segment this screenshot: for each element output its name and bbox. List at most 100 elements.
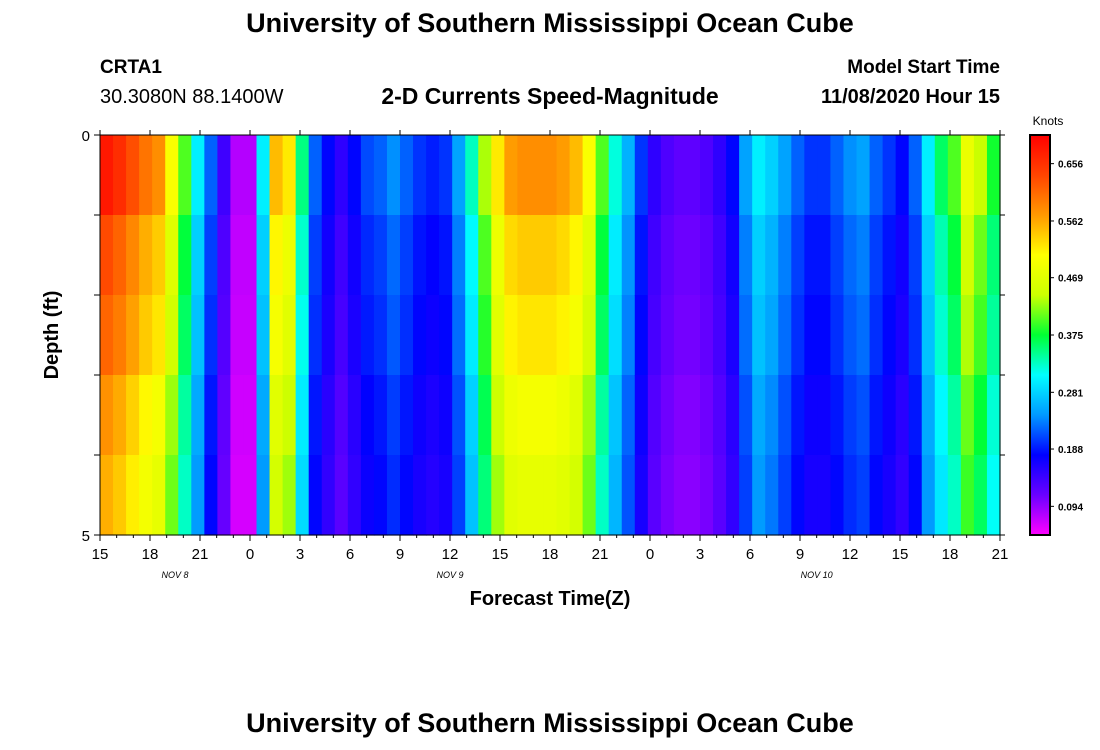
heatmap-cell [321, 135, 336, 216]
heatmap-cell [765, 295, 779, 376]
heatmap-cell [373, 135, 388, 216]
heatmap-cell [465, 215, 479, 296]
colorbar-tick-label: 0.281 [1058, 388, 1083, 399]
heatmap-cell [139, 375, 153, 456]
heatmap-cell [582, 135, 597, 216]
heatmap-cell [334, 135, 349, 216]
heatmap-cell [217, 215, 232, 296]
heatmap-cell [634, 215, 649, 296]
heatmap-cell [243, 455, 258, 536]
heatmap-cell [269, 295, 284, 376]
heatmap-cell [621, 295, 636, 376]
heatmap-cell [360, 215, 375, 296]
heatmap-cell [295, 295, 310, 376]
heatmap-cell [139, 295, 153, 376]
heatmap-cell [830, 135, 845, 216]
heatmap-cell [126, 455, 140, 536]
heatmap-cell [973, 455, 988, 536]
heatmap-cell [804, 295, 818, 376]
heatmap-cell [830, 375, 845, 456]
colorbar: 0.656 0.562 0.469 0.375 0.281 0.188 0.094 [1029, 134, 1083, 536]
heatmap-cell [230, 295, 245, 376]
colorbar-tick-label: 0.375 [1058, 331, 1083, 342]
heatmap-cell [243, 375, 258, 456]
heatmap-cell [100, 295, 114, 376]
heatmap-cell [530, 295, 545, 376]
station-coordinates: 30.3080N 88.1400W [100, 86, 284, 108]
heatmap-cell [647, 375, 662, 456]
heatmap-cell [569, 215, 584, 296]
heatmap-cell [686, 215, 701, 296]
heatmap-cell [595, 135, 610, 216]
heatmap-cell [582, 215, 597, 296]
heatmap-cell [139, 135, 153, 216]
heatmap-cell [739, 135, 753, 216]
heatmap-cell [895, 295, 910, 376]
x-tick-label: 15 [492, 546, 509, 563]
heatmap-cell [973, 375, 988, 456]
heatmap-cell [960, 375, 975, 456]
heatmap-cell [686, 375, 701, 456]
heatmap-cell [739, 215, 753, 296]
heatmap-cell [934, 455, 949, 536]
heatmap-cell [726, 375, 740, 456]
heatmap-cell [217, 295, 232, 376]
heatmap-cell [465, 135, 479, 216]
x-tick-label: 6 [746, 546, 754, 563]
heatmap-cells [100, 135, 1001, 536]
heatmap-cell [543, 215, 558, 296]
heatmap-cell [660, 375, 675, 456]
heatmap-cell [595, 375, 610, 456]
heatmap-cell [386, 455, 401, 536]
heatmap-cell [426, 455, 440, 536]
heatmap-cell [373, 215, 388, 296]
colorbar-tick-label: 0.562 [1058, 217, 1083, 228]
heatmap-cell [752, 455, 766, 536]
heatmap-cell [243, 135, 258, 216]
heatmap-cell [908, 455, 923, 536]
heatmap-cell [882, 215, 897, 296]
heatmap-cell [217, 455, 232, 536]
heatmap-cell [386, 215, 401, 296]
heatmap-cell [752, 375, 766, 456]
heatmap-cell [152, 375, 166, 456]
heatmap-cell [556, 135, 571, 216]
heatmap-cell [295, 455, 310, 536]
x-tick-label: 0 [246, 546, 254, 563]
heatmap-cell [647, 455, 662, 536]
x-tick-label: 18 [542, 546, 559, 563]
heatmap-cell [334, 455, 349, 536]
heatmap-cell [986, 375, 1001, 456]
heatmap-cell [504, 295, 518, 376]
heatmap-cell [556, 215, 571, 296]
heatmap-cell [986, 215, 1001, 296]
heatmap-cell [543, 135, 558, 216]
heatmap-cell [830, 295, 845, 376]
heatmap-cell [713, 375, 727, 456]
x-tick-label: 6 [346, 546, 354, 563]
heatmap-cell [569, 295, 584, 376]
heatmap-cell [569, 375, 584, 456]
heatmap-cell [634, 295, 649, 376]
heatmap-cell [543, 455, 558, 536]
heatmap-cell [647, 215, 662, 296]
heatmap-cell [347, 295, 362, 376]
heatmap-cell [582, 295, 597, 376]
heatmap-cell [869, 135, 884, 216]
heatmap-cell [817, 295, 832, 376]
heatmap-cell [191, 455, 205, 536]
heatmap-cell [295, 215, 310, 296]
heatmap-cell [856, 375, 871, 456]
heatmap-cell [921, 455, 936, 536]
heatmap-cell [426, 135, 440, 216]
heatmap-cell [634, 455, 649, 536]
heatmap-cell [986, 135, 1001, 216]
heatmap-cell [452, 375, 466, 456]
x-tick-label: 15 [892, 546, 909, 563]
heatmap-cell [465, 295, 479, 376]
heatmap-cell [152, 295, 166, 376]
heatmap-cell [191, 135, 205, 216]
heatmap-cell [778, 455, 792, 536]
heatmap-cell [191, 295, 205, 376]
